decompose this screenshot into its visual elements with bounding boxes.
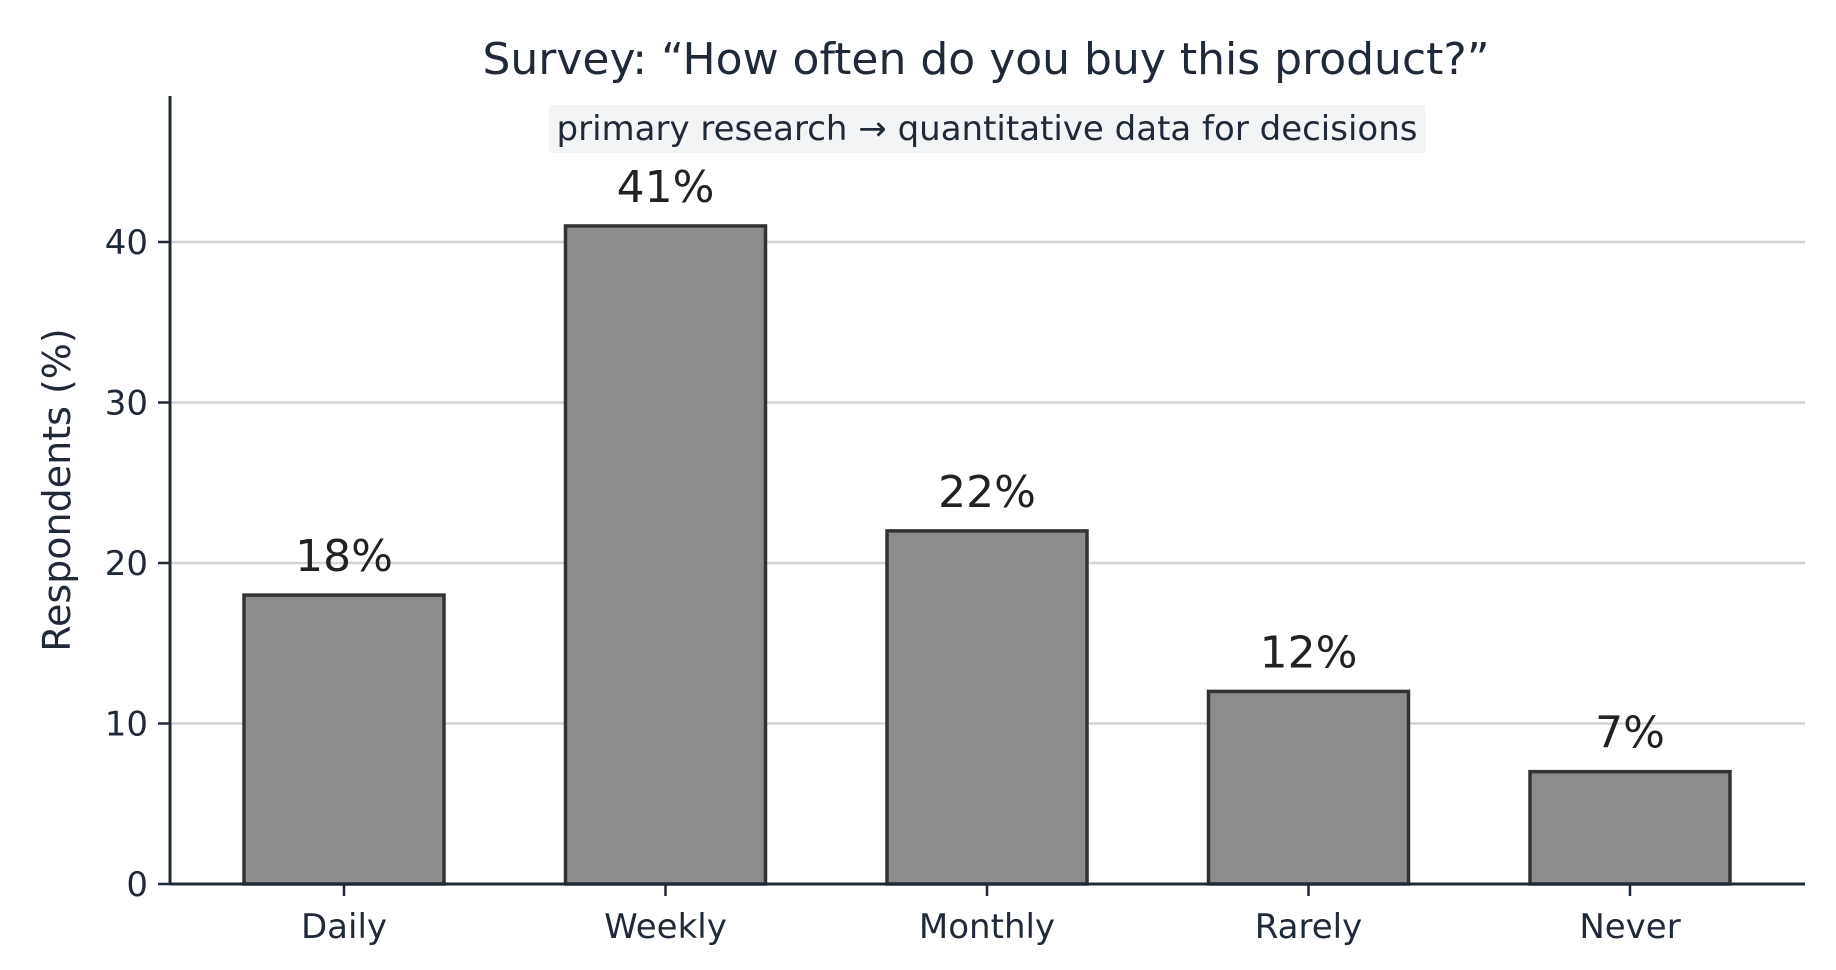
- y-tick-label-0: 0: [126, 865, 148, 905]
- value-label-weekly: 41%: [617, 162, 715, 213]
- chart-title: Survey: “How often do you buy this produ…: [482, 34, 1489, 85]
- bar-rarely: [1206, 689, 1411, 886]
- y-tick-label-1: 10: [105, 705, 148, 745]
- value-labels: 18% 41% 22% 12% 7%: [295, 162, 1665, 759]
- bar-never: [1528, 769, 1732, 886]
- y-tick-label-2: 20: [105, 544, 148, 584]
- bar-monthly: [885, 529, 1089, 886]
- x-tick-label-weekly: Weekly: [604, 907, 727, 947]
- y-tick-label-4: 40: [105, 223, 148, 263]
- y-axis-label: Respondents (%): [35, 328, 79, 651]
- bar-weekly: [563, 224, 768, 886]
- chart-subtitle-background: [548, 105, 1426, 153]
- x-tick-label-daily: Daily: [301, 907, 387, 947]
- chart-subtitle: primary research → quantitative data for…: [557, 109, 1418, 149]
- value-label-never: 7%: [1595, 708, 1665, 759]
- value-label-rarely: 12%: [1260, 627, 1358, 678]
- x-tick-label-monthly: Monthly: [919, 907, 1055, 947]
- value-label-monthly: 22%: [938, 467, 1036, 518]
- x-tick-label-rarely: Rarely: [1255, 907, 1362, 947]
- bars: [242, 224, 1732, 886]
- value-label-daily: 18%: [295, 531, 393, 582]
- x-tick-label-never: Never: [1579, 907, 1680, 947]
- y-tick-label-3: 30: [105, 384, 148, 424]
- bar-daily: [242, 593, 446, 886]
- axes: 0 10 20 30 40 Daily Weekly Monthly Rarely Never: [105, 96, 1805, 947]
